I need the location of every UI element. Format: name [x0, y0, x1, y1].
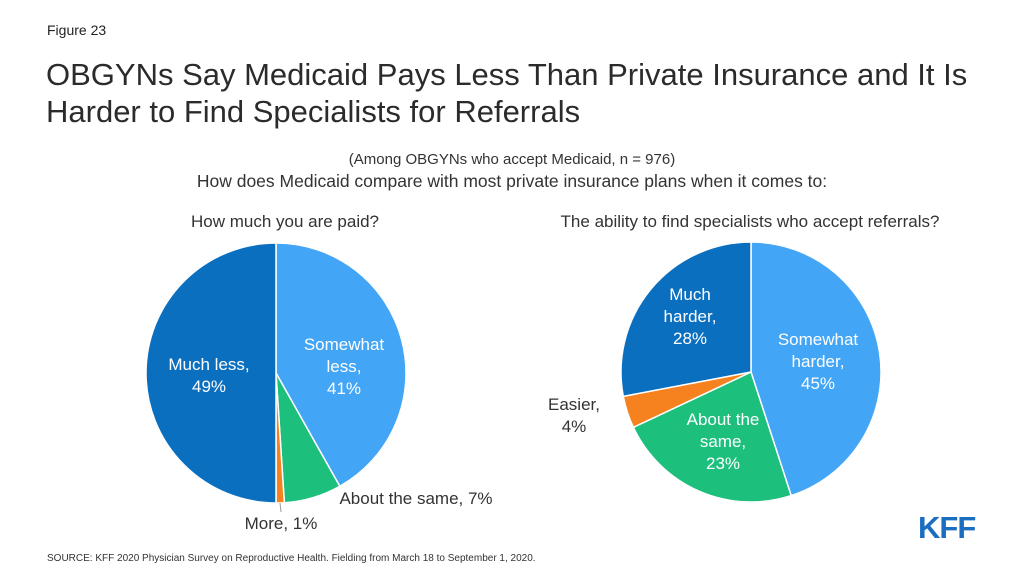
pie-1-slice-4 [145, 242, 277, 504]
pie-chart-2: Somewhat harder, 45% About the same, 23% Easie… [548, 241, 882, 503]
chart-subtitle: (Among OBGYNs who accept Medicaid, n = 9… [348, 151, 676, 168]
pie-chart-1: Somewhat less, 41% About the same, 7% More, … [145, 242, 493, 533]
pie-1-title: How much you are paid? [190, 212, 380, 231]
pie-2-slice-1 [750, 241, 882, 497]
kff-logo: KFF [918, 510, 976, 545]
chart-title: OBGYNs Say Medicaid Pays Less Than Priva… [46, 57, 968, 129]
pie-1-label-2: About the same, 7% [339, 489, 492, 508]
source-note: SOURCE: KFF 2020 Physician Survey on Rep… [47, 553, 536, 564]
figure-label: Figure 23 [47, 22, 107, 38]
pie-1-label-3: More, 1% [245, 514, 318, 533]
pie-1-label-1: Somewhat less, 41% [304, 335, 385, 398]
pie-2-label-4: Much harder, 28% [664, 285, 717, 348]
leader-line-more [279, 502, 282, 513]
pie-2-title: The ability to find specialists who acce… [560, 212, 940, 231]
pie-2-label-3: Easier, 4% [548, 395, 600, 436]
pie-2-slice-4 [620, 241, 752, 398]
survey-question: How does Medicaid compare with most priv… [196, 171, 828, 191]
pie-2-slice-2 [632, 370, 793, 503]
pie-2-label-2: About the same, 23% [687, 410, 760, 473]
pie-2-label-1: Somewhat harder, 45% [778, 330, 859, 393]
pie-1-label-4: Much less, 49% [168, 355, 249, 396]
pie-1-slice-1 [275, 242, 407, 488]
